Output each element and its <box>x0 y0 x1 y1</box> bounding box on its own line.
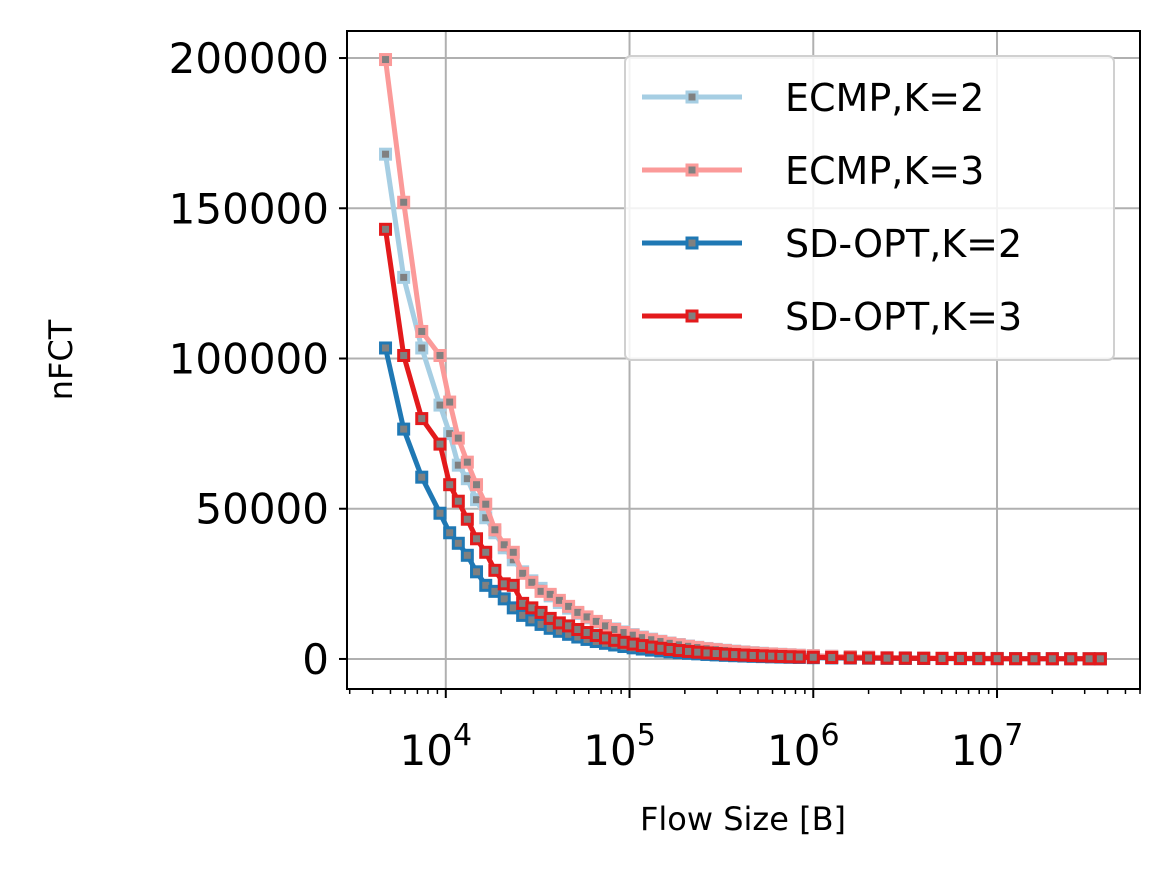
data-point <box>379 341 393 355</box>
series-group <box>379 222 1107 666</box>
data-point <box>415 341 429 355</box>
legend-label: SD-OPT,K=2 <box>785 222 1022 266</box>
data-point <box>433 348 447 362</box>
x-tick-label: 104 <box>400 718 473 775</box>
data-point <box>1009 652 1023 666</box>
data-point <box>415 324 429 338</box>
data-point <box>379 222 393 236</box>
legend-label: ECMP,K=3 <box>785 149 984 193</box>
data-point <box>972 652 986 666</box>
data-point <box>488 563 502 577</box>
x-tick-base: 10 <box>767 726 820 775</box>
y-axis-label: nFCT <box>42 319 80 400</box>
x-tick-exponent: 7 <box>1004 718 1023 753</box>
x-tick-exponent: 5 <box>637 718 656 753</box>
y-tick-label: 50000 <box>195 485 329 534</box>
data-point <box>451 494 465 508</box>
data-point <box>862 651 876 665</box>
data-point <box>516 566 530 580</box>
data-point <box>525 575 539 589</box>
data-point <box>415 470 429 484</box>
x-tick-exponent: 4 <box>453 718 472 753</box>
data-point <box>497 538 511 552</box>
plot-frame <box>346 30 1141 690</box>
data-point <box>379 147 393 161</box>
data-point <box>460 548 474 562</box>
data-point <box>451 431 465 445</box>
series-layer <box>379 53 1107 666</box>
x-tick-base: 10 <box>951 726 1004 775</box>
data-point <box>451 536 465 550</box>
data-point <box>397 348 411 362</box>
data-point <box>506 578 520 592</box>
legend-label: ECMP,K=2 <box>785 76 984 120</box>
data-point <box>460 512 474 526</box>
data-point <box>470 565 484 579</box>
data-point <box>397 270 411 284</box>
y-tick-label: 0 <box>302 635 329 684</box>
data-point <box>397 422 411 436</box>
x-tick-label: 107 <box>951 718 1024 775</box>
data-point <box>1045 652 1059 666</box>
legend-marker <box>685 163 699 177</box>
legend-marker <box>685 236 699 250</box>
data-point <box>1093 652 1107 666</box>
data-point <box>443 526 457 540</box>
x-axis-label: Flow Size [B] <box>640 800 846 838</box>
data-point <box>488 584 502 598</box>
data-point <box>433 437 447 451</box>
data-point <box>443 395 457 409</box>
x-tick-base: 10 <box>583 726 636 775</box>
data-point <box>1027 652 1041 666</box>
data-point <box>470 532 484 546</box>
data-point <box>506 545 520 559</box>
data-point <box>479 545 493 559</box>
data-point <box>825 651 839 665</box>
data-point <box>843 651 857 665</box>
x-axis: 104 105 106 107 <box>348 689 1141 775</box>
data-point <box>1064 652 1078 666</box>
y-tick-label: 150000 <box>169 184 329 233</box>
x-tick-label: 106 <box>767 718 840 775</box>
legend-marker <box>685 90 699 104</box>
data-point <box>917 651 931 665</box>
series-line <box>383 347 1101 662</box>
legend-box <box>624 55 1115 361</box>
y-axis: 0 50000 100000 150000 200000 <box>169 34 347 684</box>
data-point <box>479 497 493 511</box>
data-point <box>990 652 1004 666</box>
data-point <box>470 478 484 492</box>
data-point <box>397 195 411 209</box>
data-point <box>953 652 967 666</box>
data-point <box>415 412 429 426</box>
x-tick-label: 105 <box>583 718 656 775</box>
data-point <box>460 455 474 469</box>
data-point <box>806 650 820 664</box>
data-point <box>433 506 447 520</box>
legend: ECMP,K=2 ECMP,K=3 SD-OPT,K=2 SD-OPT,K=3 <box>624 55 1115 361</box>
data-point <box>379 53 393 67</box>
y-tick-label: 200000 <box>169 34 329 83</box>
data-point <box>497 592 511 606</box>
data-point <box>488 523 502 537</box>
x-tick-base: 10 <box>400 726 453 775</box>
data-point <box>880 651 894 665</box>
data-point <box>1082 652 1096 666</box>
data-point <box>443 478 457 492</box>
x-tick-exponent: 6 <box>820 718 839 753</box>
y-tick-label: 100000 <box>169 334 329 383</box>
data-point <box>898 651 912 665</box>
legend-label: SD-OPT,K=3 <box>785 295 1022 339</box>
data-point <box>935 651 949 665</box>
legend-marker <box>685 309 699 323</box>
data-point <box>792 650 806 664</box>
